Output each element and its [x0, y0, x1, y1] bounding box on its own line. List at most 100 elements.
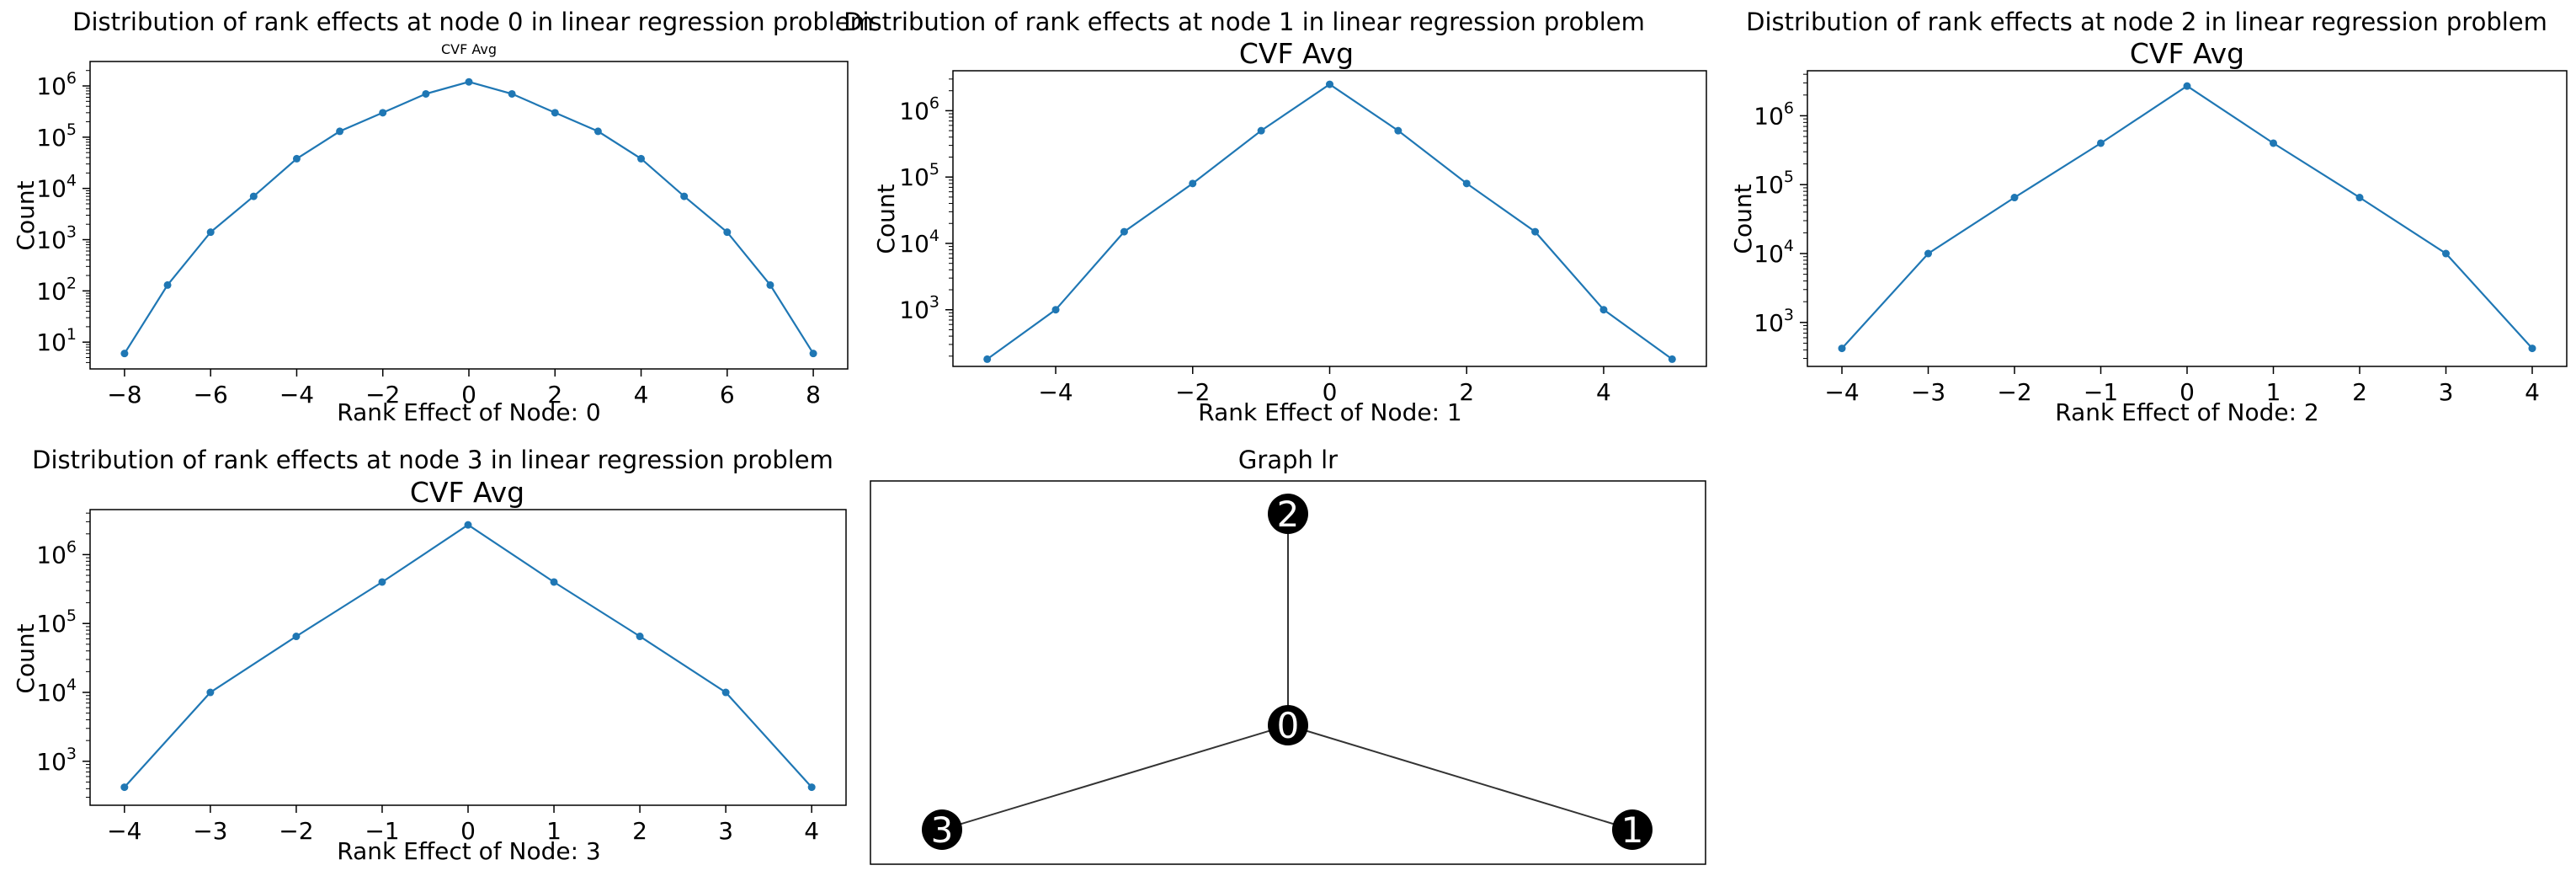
x-tick-label: −2 — [1997, 378, 2031, 406]
y-tick-label: 106 — [36, 69, 77, 100]
data-point — [2528, 345, 2536, 353]
x-tick-label: 0 — [1323, 378, 1338, 406]
data-point — [1924, 249, 1932, 258]
data-point — [1326, 80, 1333, 88]
x-tick-label: −2 — [1175, 378, 1210, 406]
chart-panel-node-0: Distribution of rank effects at node 0 i… — [12, 8, 874, 426]
graph-node — [1268, 494, 1308, 534]
plot-area: 101 102 103 104 105 106 −8 −6 −4 −2 0 2 4 6 8 — [36, 69, 821, 409]
x-tick-label: 3 — [718, 817, 733, 845]
y-axis-label: Count — [12, 180, 40, 250]
data-point — [163, 280, 172, 289]
series-line — [987, 83, 1673, 361]
data-point — [551, 109, 559, 117]
y-tick-label: 104 — [36, 172, 77, 203]
data-point — [464, 521, 472, 529]
data-point — [766, 280, 774, 289]
data-point — [550, 578, 558, 586]
y-tick-label: 103 — [36, 745, 77, 776]
graph-node — [1612, 809, 1653, 850]
y-tick-label: 106 — [36, 537, 77, 569]
plot-area: 103 104 105 106 −4 −3 −2 −1 0 1 2 3 4 — [1754, 73, 2540, 406]
series-line — [123, 81, 815, 355]
graph-nodes: 0 1 2 3 — [922, 494, 1653, 851]
data-point — [292, 154, 301, 163]
x-tick-label: 4 — [804, 817, 819, 845]
chart-panel-node-2: Distribution of rank effects at node 2 i… — [1729, 8, 2568, 426]
data-point — [593, 127, 602, 136]
graph-edges — [941, 514, 1633, 831]
graph-node-label: 1 — [1621, 809, 1644, 851]
data-point — [723, 228, 732, 237]
suptitle: Distribution of rank effects at node 2 i… — [1746, 8, 2547, 36]
data-point — [120, 783, 129, 792]
x-tick-label: −1 — [2084, 378, 2118, 406]
data-point — [2442, 249, 2450, 258]
x-tick-label: 0 — [461, 381, 476, 409]
data-point — [983, 355, 992, 363]
data-point — [1462, 179, 1471, 188]
data-point — [1189, 179, 1197, 188]
x-tick-label: −8 — [107, 381, 141, 409]
graph-edge — [1287, 724, 1633, 831]
x-tick-label: 8 — [806, 381, 821, 409]
y-tick-label: 105 — [36, 606, 77, 638]
y-tick-label: 101 — [36, 325, 77, 356]
y-tick-label: 104 — [36, 676, 77, 707]
plot-area: 103 104 105 106 −4 −3 −2 −1 0 1 2 3 4 — [36, 512, 819, 845]
y-tick-label: 105 — [36, 120, 77, 152]
x-tick-label: −6 — [194, 381, 228, 409]
y-axis-label: Count — [1729, 184, 1757, 254]
chart-panel-node-1: Distribution of rank effects at node 1 i… — [844, 8, 1707, 426]
data-point — [2097, 139, 2105, 147]
data-point — [1668, 355, 1676, 363]
data-point — [636, 633, 644, 641]
y-tick-label: 102 — [36, 274, 77, 305]
y-tick-label: 106 — [1754, 99, 1794, 130]
x-axis-label: Rank Effect of Node: 0 — [337, 398, 600, 426]
x-axis-label: Rank Effect of Node: 2 — [2055, 398, 2318, 426]
x-tick-label: 2 — [2352, 378, 2367, 406]
data-point — [1599, 306, 1608, 314]
x-tick-label: −2 — [279, 817, 313, 845]
data-point — [1394, 126, 1402, 135]
x-tick-label: 2 — [1459, 378, 1474, 406]
suptitle: Distribution of rank effects at node 3 i… — [32, 446, 833, 474]
x-tick-label: −1 — [365, 817, 399, 845]
chart-title: CVF Avg — [2130, 37, 2244, 70]
data-point — [1120, 227, 1128, 236]
y-tick-label: 103 — [36, 223, 77, 254]
x-tick-label: −4 — [1824, 378, 1859, 406]
graph-node-label: 2 — [1277, 494, 1300, 535]
x-tick-label: 4 — [1596, 378, 1611, 406]
data-point — [680, 192, 689, 200]
graph-title: Graph lr — [1238, 446, 1338, 474]
data-point — [422, 89, 430, 98]
x-tick-label: 3 — [2439, 378, 2454, 406]
graph-node-label: 0 — [1277, 705, 1300, 746]
data-point — [465, 77, 473, 86]
y-tick-label: 104 — [899, 227, 939, 258]
chart-title: CVF Avg — [1239, 37, 1354, 70]
x-tick-label: 2 — [547, 381, 562, 409]
x-tick-label: −2 — [365, 381, 400, 409]
data-point — [1257, 126, 1265, 135]
data-point — [379, 109, 387, 117]
data-point — [206, 228, 215, 237]
x-tick-label: 6 — [720, 381, 735, 409]
data-point — [809, 350, 817, 358]
data-point — [2183, 82, 2191, 90]
axes-frame — [89, 61, 849, 370]
chart-panel-node-3: Distribution of rank effects at node 3 i… — [12, 446, 847, 865]
data-point — [336, 127, 344, 136]
data-point — [721, 688, 730, 697]
y-tick-label: 105 — [899, 160, 939, 191]
y-tick-label: 103 — [899, 293, 939, 324]
x-tick-label: 2 — [632, 817, 647, 845]
data-point — [2270, 139, 2277, 147]
axes-frame — [952, 70, 1707, 367]
y-axis-label: Count — [12, 623, 40, 693]
series-line — [1841, 84, 2533, 350]
data-point — [1051, 306, 1060, 314]
y-tick-label: 103 — [1754, 306, 1794, 337]
